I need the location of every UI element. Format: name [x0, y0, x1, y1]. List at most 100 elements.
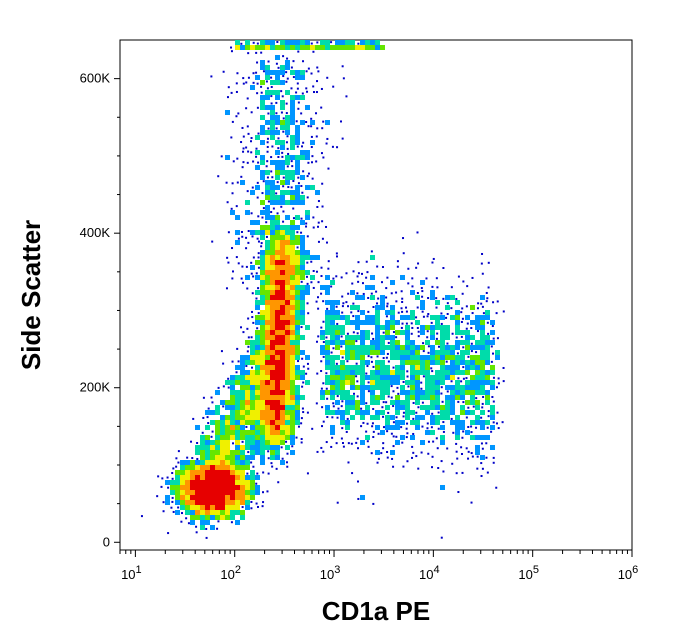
- data-point: [167, 532, 170, 535]
- data-point: [215, 425, 220, 430]
- data-point: [411, 285, 414, 288]
- data-point: [300, 70, 305, 75]
- data-point: [435, 337, 438, 340]
- data-point: [420, 280, 425, 285]
- y-tick-label: 400K: [80, 225, 111, 240]
- data-point: [331, 416, 334, 419]
- data-point: [355, 305, 360, 310]
- data-point: [220, 430, 225, 435]
- data-point: [255, 502, 258, 505]
- data-point: [270, 275, 275, 280]
- data-point: [265, 210, 270, 215]
- data-point: [205, 425, 210, 430]
- data-point: [295, 395, 300, 400]
- data-point: [430, 315, 435, 320]
- data-point: [471, 276, 474, 279]
- data-point: [270, 425, 275, 430]
- y-tick-label: 200K: [80, 380, 111, 395]
- data-point: [247, 76, 250, 79]
- data-point: [300, 260, 305, 265]
- data-point: [341, 305, 344, 308]
- data-point: [465, 377, 468, 380]
- data-point: [285, 430, 290, 435]
- data-point: [390, 425, 395, 430]
- data-point: [321, 425, 324, 428]
- data-point: [270, 255, 275, 260]
- data-point: [435, 375, 440, 380]
- data-point: [260, 65, 265, 70]
- data-point: [360, 380, 365, 385]
- data-point: [156, 495, 159, 498]
- data-point: [280, 415, 285, 420]
- data-point: [260, 320, 265, 325]
- data-point: [290, 400, 295, 405]
- data-point: [462, 401, 465, 404]
- data-point: [446, 390, 449, 393]
- data-point: [247, 132, 250, 135]
- data-point: [425, 395, 430, 400]
- data-point: [400, 375, 405, 380]
- data-point: [205, 515, 210, 520]
- data-point: [275, 350, 280, 355]
- data-point: [262, 471, 265, 474]
- data-point: [205, 470, 210, 475]
- data-point: [230, 46, 233, 49]
- data-point: [306, 261, 309, 264]
- data-point: [230, 460, 235, 465]
- data-point: [410, 390, 415, 395]
- data-point: [250, 430, 255, 435]
- data-point: [190, 515, 195, 520]
- data-point: [290, 70, 295, 75]
- data-point: [495, 312, 498, 315]
- data-point: [195, 485, 200, 490]
- data-point: [502, 366, 505, 369]
- data-point: [445, 365, 450, 370]
- data-point: [435, 297, 438, 300]
- data-point: [230, 510, 235, 515]
- data-point: [276, 181, 279, 184]
- data-point: [300, 250, 305, 255]
- data-point: [275, 115, 280, 120]
- data-point: [380, 340, 385, 345]
- data-point: [492, 400, 495, 403]
- data-point: [345, 375, 350, 380]
- data-point: [285, 245, 290, 250]
- data-point: [335, 380, 340, 385]
- data-point: [225, 380, 230, 385]
- data-point: [180, 495, 185, 500]
- data-point: [275, 320, 280, 325]
- data-point: [465, 390, 470, 395]
- data-point: [255, 400, 260, 405]
- data-point: [476, 330, 479, 333]
- data-point: [280, 100, 285, 105]
- data-point: [210, 445, 215, 450]
- data-point: [300, 310, 305, 315]
- data-point: [357, 261, 360, 264]
- data-point: [270, 200, 275, 205]
- data-point: [300, 275, 305, 280]
- data-point: [270, 395, 275, 400]
- data-point: [475, 385, 480, 390]
- data-point: [310, 72, 313, 75]
- data-point: [245, 40, 250, 45]
- data-point: [275, 140, 280, 145]
- data-point: [290, 325, 295, 330]
- data-point: [486, 321, 489, 324]
- data-point: [430, 345, 435, 350]
- data-point: [270, 385, 275, 390]
- data-point: [215, 405, 220, 410]
- data-point: [247, 317, 250, 320]
- data-point: [485, 345, 490, 350]
- data-point: [285, 355, 290, 360]
- data-point: [290, 105, 295, 110]
- data-point: [480, 345, 485, 350]
- data-point: [380, 360, 385, 365]
- data-point: [240, 490, 245, 495]
- data-point: [375, 350, 380, 355]
- data-point: [290, 425, 295, 430]
- data-point: [316, 127, 319, 130]
- data-point: [430, 400, 435, 405]
- data-point: [295, 250, 300, 255]
- data-point: [360, 495, 365, 500]
- data-point: [387, 360, 390, 363]
